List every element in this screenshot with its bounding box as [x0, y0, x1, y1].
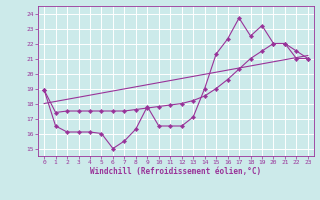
X-axis label: Windchill (Refroidissement éolien,°C): Windchill (Refroidissement éolien,°C): [91, 167, 261, 176]
